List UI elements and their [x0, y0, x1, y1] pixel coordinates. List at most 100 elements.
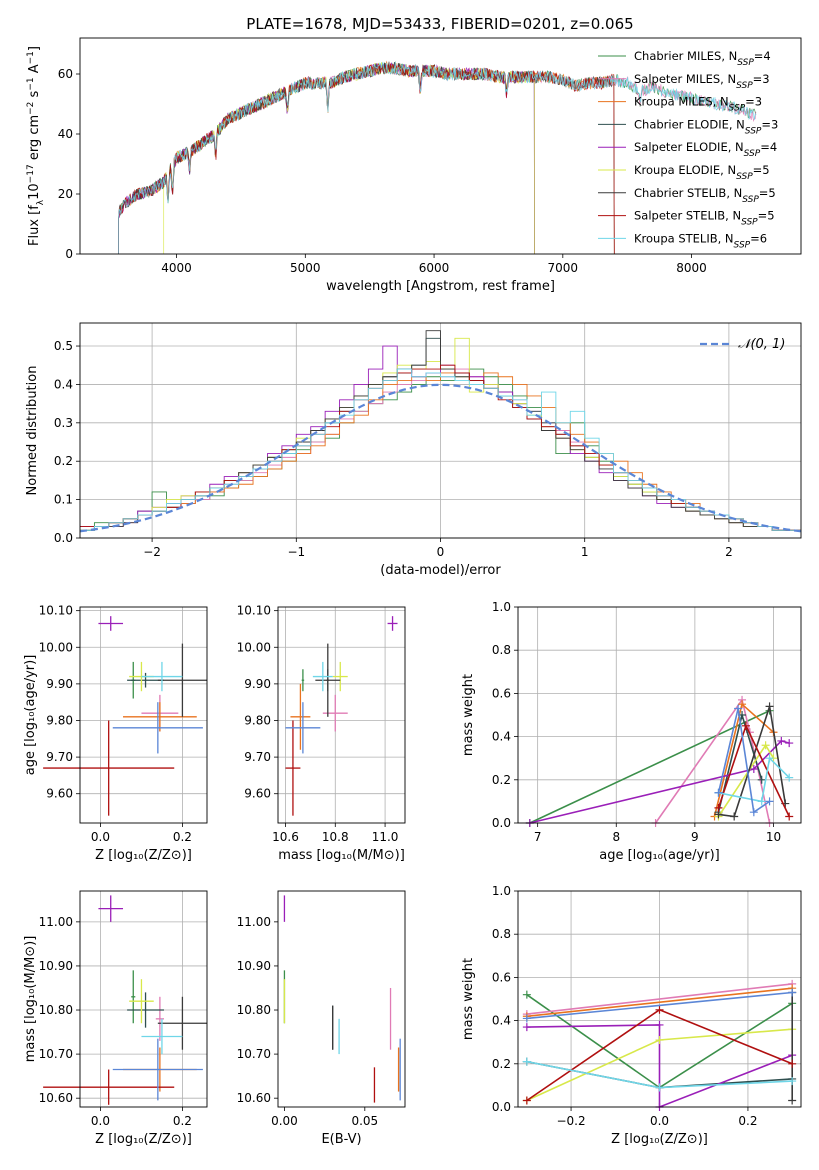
spectrum-line-kroupa-miles [118, 60, 615, 255]
weight-marker-model [788, 988, 797, 997]
spectrum-line-salpeter-miles [118, 63, 757, 254]
x-tick-label: −2 [143, 545, 161, 559]
weight-marker-salpeter-elodie [777, 736, 786, 745]
gaussian-reference-line [79, 383, 802, 533]
weight-line-salpeter-miles [654, 697, 771, 824]
y-tick-label: 9.70 [244, 750, 271, 764]
spectrum-panel: 4000 5000 6000 7000 8000 0 20 40 60 wavelength [A… [26, 37, 802, 294]
weight-marker-model [765, 797, 774, 806]
y-tick-label: 10.70 [39, 1047, 73, 1061]
weight-marker-kroupa-stelib [522, 1057, 531, 1066]
weight-line-model [526, 991, 793, 1020]
y-tick-label: 0.8 [492, 643, 511, 657]
x-tick-label: 0.2 [173, 830, 192, 844]
x-tick-label: 0.00 [271, 1114, 298, 1128]
y-tick-label: 0.2 [492, 1057, 511, 1071]
x-tick-label: 8 [612, 830, 620, 844]
weight-vs-age-panel: 7 8 9 10 0.0 0.2 0.4 0.6 0.8 1.0 age [log₁₀(age/yr… [461, 600, 802, 863]
y-tick-label: 0.4 [54, 377, 73, 391]
x-axis-label: wavelength [Angstrom, rest frame] [326, 279, 555, 294]
legend-label-kroupa-stelib: Kroupa STELIB, NSSP=6 [634, 231, 767, 250]
y-axis-label: mass weight [461, 674, 476, 756]
x-axis-label: age [log₁₀(age/yr)] [599, 848, 720, 863]
y-tick-label: 10.90 [237, 959, 271, 973]
x-tick-label: −0.2 [556, 1114, 585, 1128]
y-tick-label: 0 [65, 247, 73, 261]
x-tick-label: 0.0 [91, 1114, 110, 1128]
weight-line-model [717, 708, 771, 814]
x-axis-label: E(B-V) [321, 1132, 361, 1147]
x-tick-label: 7000 [548, 261, 579, 275]
weight-marker-model [734, 704, 743, 713]
y-tick-label: 9.90 [46, 677, 73, 691]
y-tick-label: 10.80 [237, 1003, 271, 1017]
y-tick-label: 0.3 [54, 416, 73, 430]
spectrum-line-kroupa-elodie [163, 62, 535, 254]
weight-marker-model [714, 788, 723, 797]
weight-line-salpeter-miles [526, 983, 793, 1015]
y-tick-label: 10.10 [39, 604, 73, 618]
y-tick-label: 0.5 [54, 339, 73, 353]
weight-marker-chabrier-elodie [757, 775, 766, 784]
weight-marker-salpeter-stelib [714, 803, 723, 812]
x-tick-label: 0.2 [738, 1114, 757, 1128]
axes-frame [79, 606, 208, 824]
y-tick-label: 10.90 [39, 959, 73, 973]
x-tick-label: 1 [581, 545, 589, 559]
legend-label-kroupa-miles: Kroupa MILES, NSSP=3 [634, 95, 762, 114]
y-axis-label: mass weight [461, 958, 476, 1040]
y-tick-label: 60 [58, 67, 73, 81]
weight-line-kroupa-miles [526, 987, 793, 1018]
weight-marker-salpeter-stelib [655, 1005, 664, 1014]
y-tick-label: 10.00 [237, 640, 271, 654]
spectrum-line-salpeter-stelib [118, 63, 615, 255]
y-tick-label: 0.0 [54, 531, 73, 545]
y-tick-label: 11.00 [237, 915, 271, 929]
x-tick-label: 10.6 [272, 830, 299, 844]
y-tick-label: 9.80 [244, 713, 271, 727]
y-tick-label: 0.0 [492, 1100, 511, 1114]
x-tick-label: 4000 [161, 261, 192, 275]
x-axis-label: (data-model)/error [380, 563, 501, 578]
y-tick-label: 0.0 [492, 816, 511, 830]
y-axis-label: age [log₁₀(age/yr)] [23, 655, 38, 776]
y-tick-label: 0.6 [492, 970, 511, 984]
y-tick-label: 9.80 [46, 713, 73, 727]
y-tick-label: 10.60 [39, 1091, 73, 1105]
y-tick-label: 9.70 [46, 750, 73, 764]
y-tick-label: 10.70 [237, 1047, 271, 1061]
spectrum-line-kroupa-stelib [118, 61, 757, 254]
axes-frame [79, 322, 802, 539]
y-tick-label: 0.4 [492, 1014, 511, 1028]
axes-frame [517, 606, 802, 824]
axes-frame [277, 890, 406, 1108]
weight-line-chabrier-miles [529, 709, 770, 824]
weight-marker-kroupa-elodie [761, 741, 770, 750]
weight-marker-salpeter-stelib [788, 1059, 797, 1068]
y-tick-label: 0.2 [54, 454, 73, 468]
y-tick-label: 20 [58, 187, 73, 201]
legend-label-gaussian: 𝒩(0, 1) [738, 337, 785, 352]
y-tick-label: 10.80 [39, 1003, 73, 1017]
weight-marker-salpeter-elodie [749, 765, 758, 773]
y-axis-label: Normed distribution [25, 366, 40, 496]
y-tick-label: 1.0 [492, 884, 511, 898]
y-tick-label: 9.60 [46, 787, 73, 801]
axes-frame [79, 37, 802, 255]
x-axis-label: Z [log₁₀(Z/Z⊙)] [95, 1132, 192, 1147]
weight-marker-kroupa-elodie [655, 1036, 664, 1045]
weight-marker-chabrier-stelib [765, 702, 774, 711]
x-tick-label: 5000 [290, 261, 321, 275]
figure-title: PLATE=1678, MJD=53433, FIBERID=0201, z=0… [246, 15, 633, 33]
weight-marker-salpeter-stelib [741, 721, 750, 730]
weight-marker-salpeter-elodie [522, 1023, 531, 1032]
x-tick-label: 9 [691, 830, 699, 844]
mass-vs-z-panel: 0.0 0.2 10.60 10.70 10.80 10.90 11.00 Z [log₁₀(… [23, 890, 208, 1147]
x-axis-label: Z [log₁₀(Z/Z⊙)] [611, 1132, 708, 1147]
weight-line-kroupa-stelib [718, 756, 790, 803]
y-axis-label: mass [log₁₀(M/M⊙)] [23, 936, 38, 1063]
weight-marker-model [522, 1014, 531, 1023]
weight-marker-model [749, 808, 758, 817]
x-tick-label: 8000 [676, 261, 707, 275]
weight-marker-salpeter-elodie [655, 1020, 664, 1029]
